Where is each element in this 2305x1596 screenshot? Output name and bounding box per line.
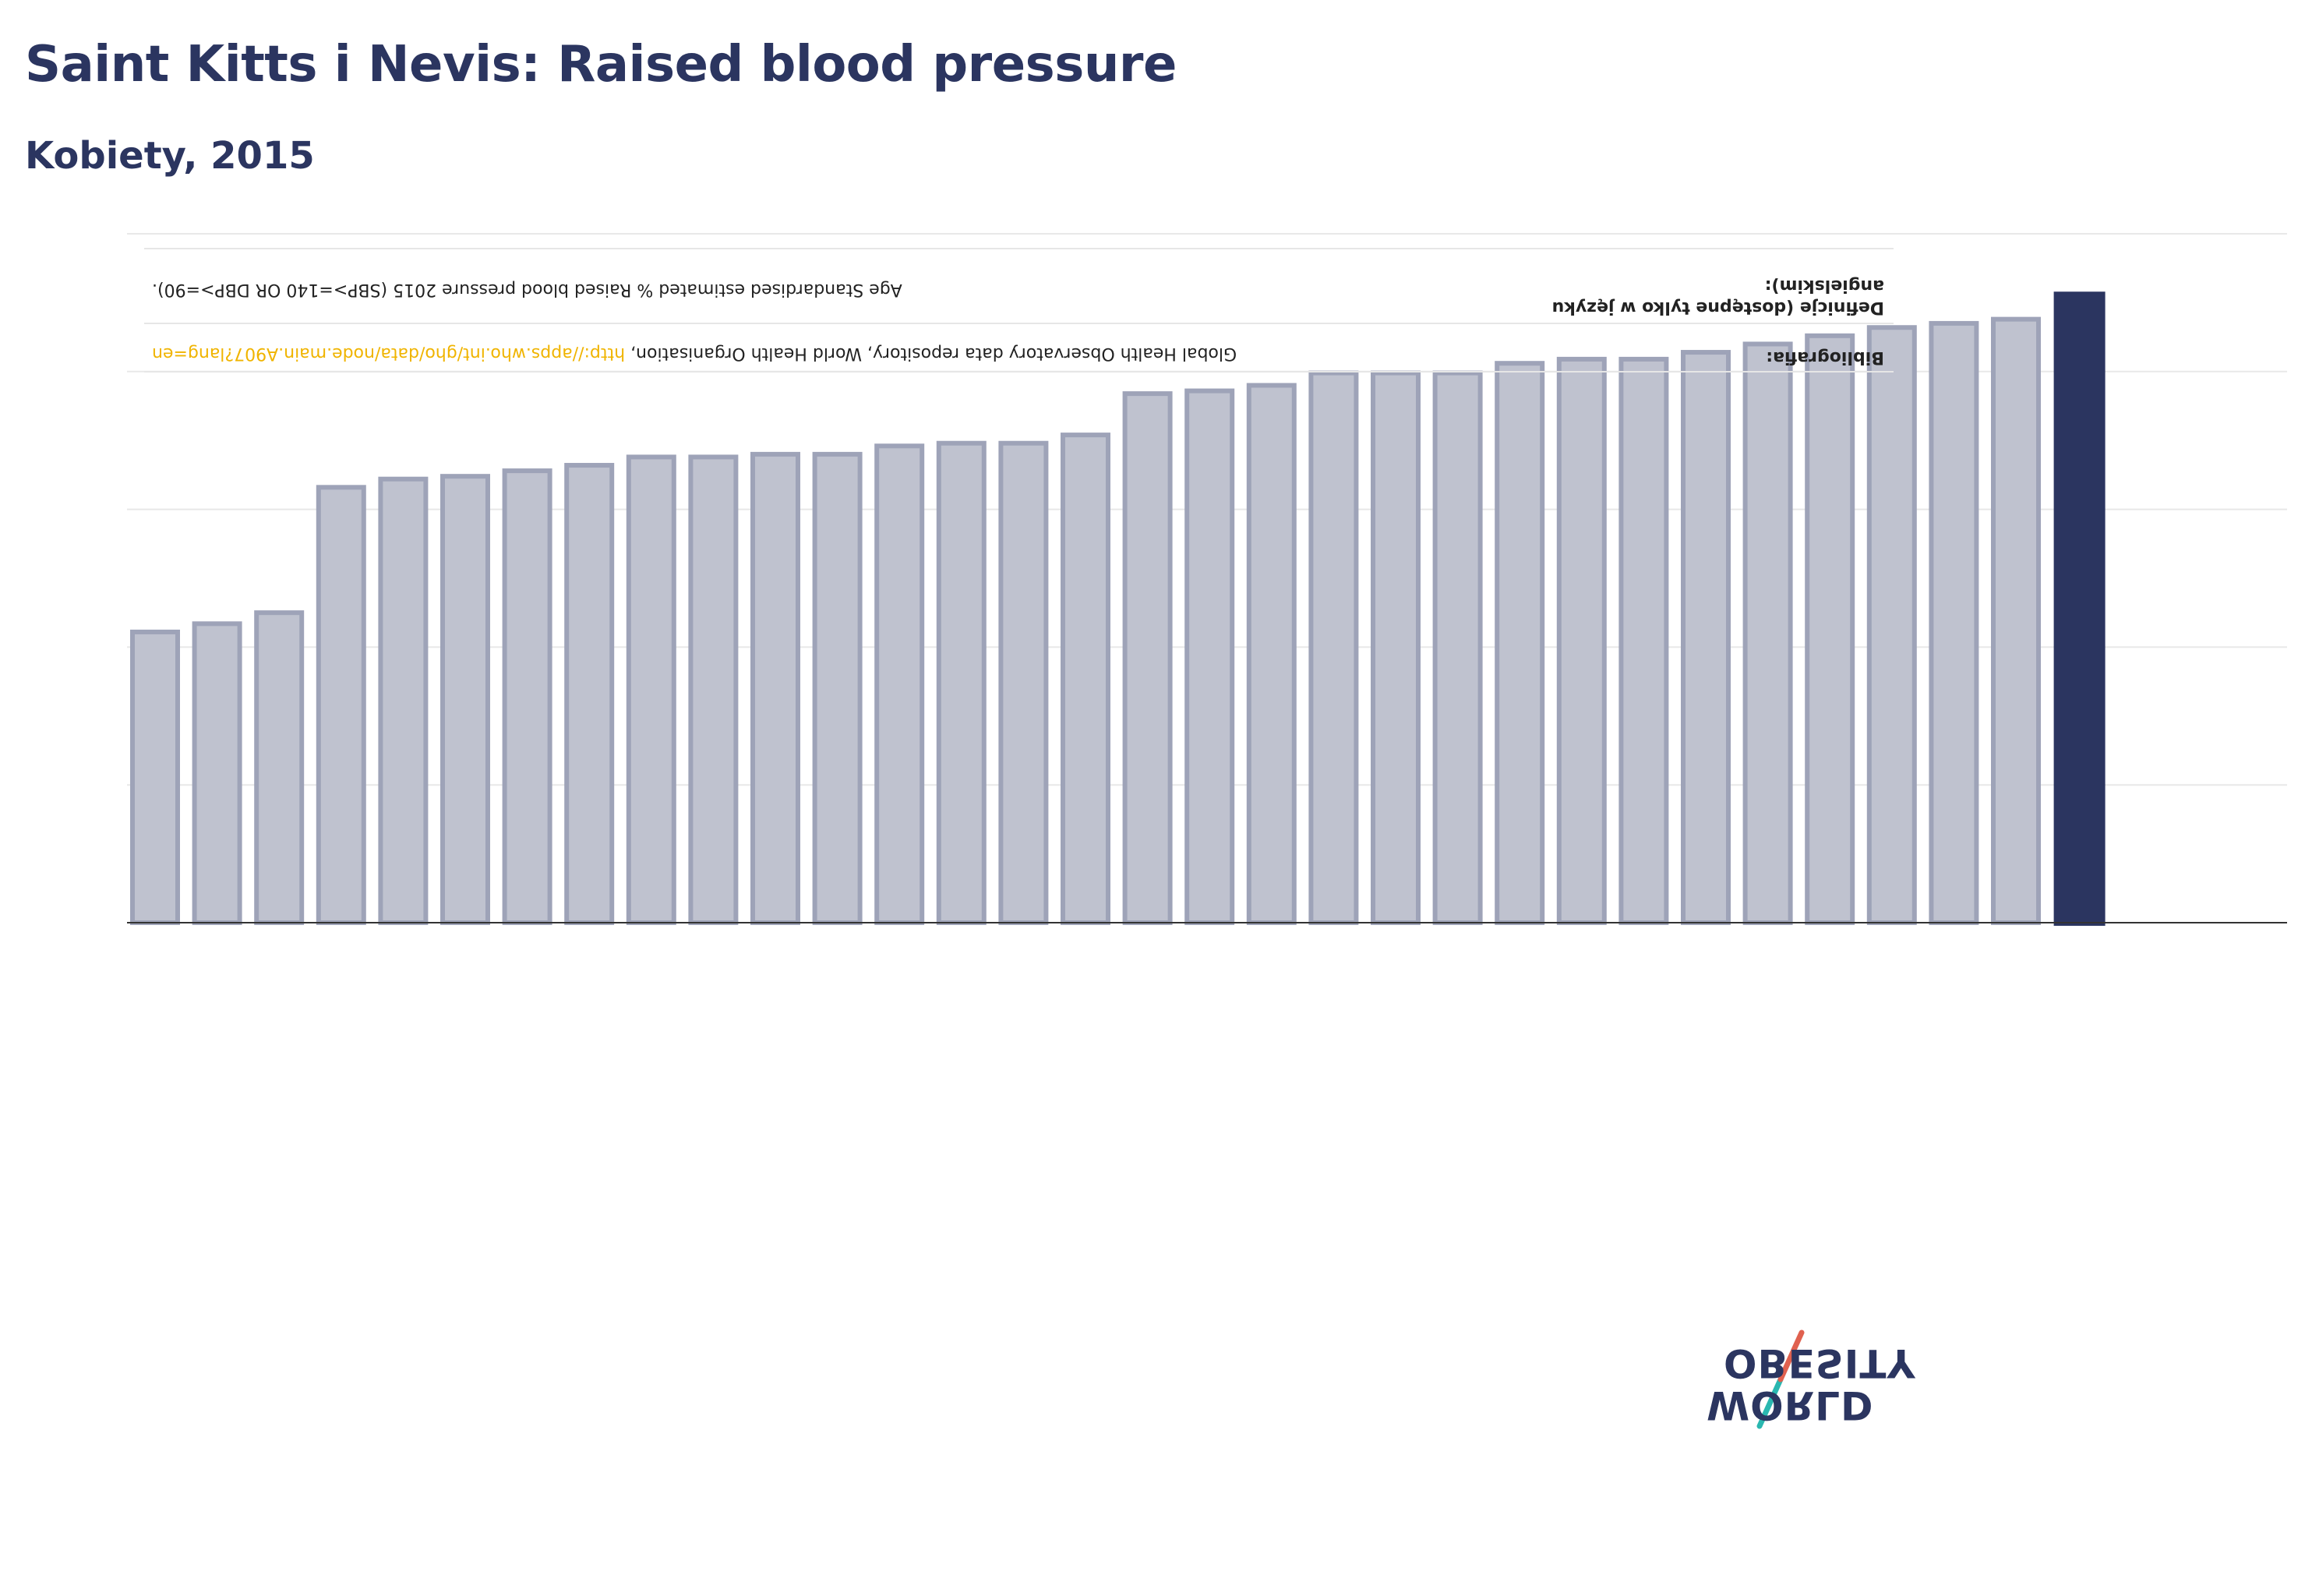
bar bbox=[1866, 325, 1917, 925]
bar bbox=[1371, 370, 1421, 925]
bibliography-label: Bibliografia: bbox=[1766, 348, 1884, 367]
bar bbox=[874, 443, 925, 925]
bar bbox=[378, 476, 429, 925]
bar-highlighted bbox=[2053, 291, 2106, 927]
bar bbox=[750, 451, 800, 925]
bar bbox=[1991, 316, 2041, 925]
chart-title: Saint Kitts i Nevis: Raised blood pressu… bbox=[25, 36, 1177, 94]
definition-row: Definicje (dostępne tylko w języku angie… bbox=[144, 251, 1894, 321]
references-panel: Bibliografia: Global Health Observatory … bbox=[144, 248, 1894, 373]
definition-text: Age Standardised estimated % Raised bloo… bbox=[152, 280, 902, 299]
bar-chart bbox=[127, 233, 2287, 927]
bar bbox=[192, 621, 242, 925]
bar bbox=[1681, 350, 1731, 926]
bar bbox=[1061, 433, 1110, 925]
bar bbox=[936, 440, 987, 925]
bar bbox=[812, 451, 863, 925]
bar bbox=[1246, 383, 1297, 926]
obesity-world-logo: WORLD OBESITY bbox=[1699, 1325, 1916, 1434]
bar bbox=[502, 468, 552, 925]
bibliography-link[interactable]: http://apps.who.int/gho/data/node.main.A… bbox=[152, 344, 626, 363]
definition-label: Definicje (dostępne tylko w języku angie… bbox=[1551, 276, 1884, 317]
bar bbox=[130, 629, 180, 926]
bar bbox=[998, 440, 1049, 925]
bibliography-row: Bibliografia: Global Health Observatory … bbox=[144, 334, 1894, 371]
ref-divider bbox=[144, 248, 1894, 249]
bar bbox=[1742, 341, 1793, 925]
ref-divider bbox=[144, 323, 1894, 324]
bar bbox=[688, 454, 739, 925]
bar bbox=[1556, 356, 1607, 925]
bar bbox=[1184, 388, 1235, 925]
bar bbox=[1122, 391, 1173, 925]
bar bbox=[254, 610, 305, 925]
bar bbox=[316, 485, 366, 925]
bar bbox=[1495, 361, 1545, 925]
ref-divider bbox=[144, 371, 1894, 373]
chart-subtitle: Kobiety, 2015 bbox=[25, 134, 315, 178]
logo-line-obesity: OBESITY bbox=[1724, 1340, 1916, 1386]
bar bbox=[1618, 356, 1669, 925]
bar bbox=[564, 463, 615, 925]
bar bbox=[1308, 370, 1359, 925]
bibliography-text: Global Health Observatory data repositor… bbox=[152, 344, 1237, 363]
logo-slash-icon bbox=[1756, 1329, 1805, 1429]
bar bbox=[440, 474, 490, 925]
bar bbox=[1432, 370, 1483, 925]
bar bbox=[1929, 320, 1979, 926]
bar bbox=[626, 454, 676, 925]
bar bbox=[1805, 333, 1855, 926]
logo-line-world: WORLD bbox=[1707, 1382, 1874, 1428]
